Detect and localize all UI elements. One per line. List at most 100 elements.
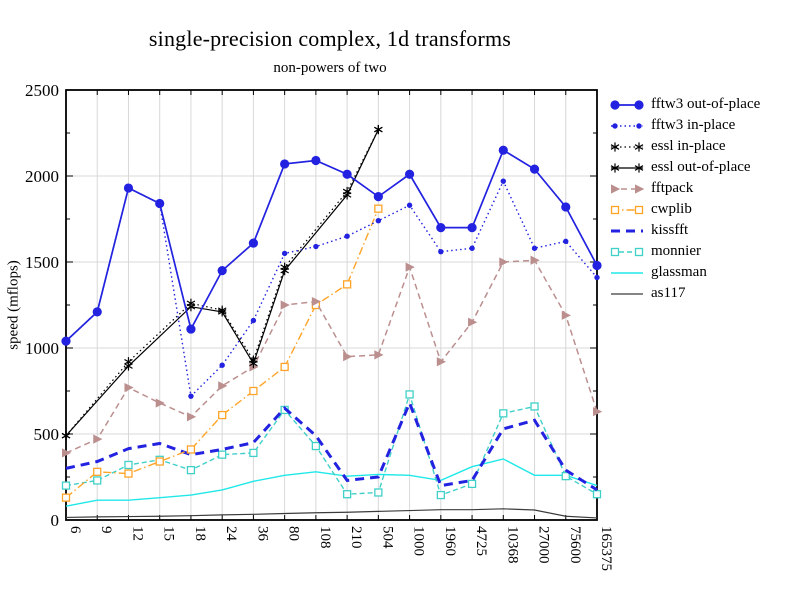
marker-circle	[469, 245, 475, 251]
marker-asterisk	[249, 357, 258, 363]
marker-triangle	[218, 381, 228, 391]
marker-circle	[636, 122, 642, 129]
series-line	[65, 148, 598, 342]
series-kissfft	[65, 399, 598, 492]
marker-circle	[594, 274, 600, 281]
y-tick-label: 1000	[25, 339, 59, 358]
x-tick-label: 6	[67, 526, 83, 534]
marker-triangle	[530, 255, 540, 265]
legend-swatch-fftw3-out-of-place	[610, 99, 644, 110]
marker-triangle	[374, 350, 384, 360]
marker-square	[561, 471, 570, 481]
marker-square	[634, 205, 644, 214]
marker-circle	[280, 159, 290, 169]
series-line	[65, 179, 598, 398]
marker-triangle	[343, 352, 353, 362]
series-glassman	[65, 458, 598, 507]
marker-asterisk	[342, 188, 352, 195]
marker-square	[186, 445, 196, 454]
series-cwplib	[61, 204, 383, 502]
x-tick-label: 108	[317, 526, 333, 549]
legend-item-as117: as117	[610, 283, 760, 304]
y-tick-label: 2500	[25, 81, 59, 100]
marker-circle	[281, 250, 288, 257]
y-tick-label: 500	[34, 425, 60, 444]
legend-item-fftw3-out-of-place: fftw3 out-of-place	[610, 94, 760, 115]
marker-circle	[612, 122, 618, 129]
marker-square	[530, 402, 539, 411]
x-tick-label: 75600	[567, 526, 583, 564]
marker-square	[61, 493, 71, 502]
series-line	[65, 208, 379, 499]
legend-item-monnier: monnier	[610, 241, 760, 262]
marker-triangle	[124, 382, 134, 393]
marker-square	[342, 490, 352, 499]
marker-triangle	[186, 412, 197, 422]
legend-swatch-kissfft	[611, 229, 643, 232]
y-tick-label: 2000	[25, 167, 59, 186]
marker-square	[218, 410, 227, 420]
marker-circle	[248, 238, 259, 248]
marker-square	[61, 481, 71, 490]
marker-asterisk	[610, 143, 620, 150]
marker-square	[467, 479, 477, 489]
marker-circle	[500, 178, 506, 184]
legend-label-fftpack: fftpack	[651, 180, 694, 196]
marker-asterisk	[217, 307, 227, 313]
x-tick-label: 9	[98, 526, 114, 534]
marker-triangle	[155, 398, 165, 408]
marker-circle	[592, 260, 602, 271]
series-line	[65, 399, 598, 492]
series-essl-in-place	[61, 124, 383, 441]
marker-circle	[404, 169, 415, 179]
legend-swatch-essl-out-of-place	[610, 162, 644, 173]
x-tick-label: 1000	[411, 526, 427, 556]
x-tick-label: 15	[161, 526, 177, 541]
chart-subtitle: non-powers of two	[273, 60, 387, 76]
marker-square	[124, 460, 133, 470]
series-line	[65, 392, 598, 496]
marker-square	[499, 409, 508, 418]
legend-swatch-glassman	[611, 271, 643, 274]
marker-circle	[311, 155, 321, 166]
legend: fftw3 out-of-place fftw3 in-place essl in-…	[610, 94, 760, 304]
legend-label-cwplib: cwplib	[651, 201, 692, 217]
legend-item-fftw3-in-place: fftw3 in-place	[610, 115, 760, 136]
y-tick-label: 0	[51, 511, 60, 530]
x-tick-label: 10368	[504, 526, 520, 564]
marker-triangle	[561, 310, 571, 320]
marker-circle	[467, 223, 477, 233]
series-fftw3-out-of-place	[61, 145, 602, 346]
marker-circle	[610, 99, 620, 110]
marker-asterisk	[610, 164, 620, 171]
legend-swatch-fftpack	[611, 183, 644, 194]
marker-circle	[563, 238, 569, 245]
marker-asterisk	[186, 300, 196, 307]
marker-circle	[342, 169, 352, 179]
marker-circle	[92, 307, 102, 317]
marker-circle	[373, 192, 383, 202]
marker-circle	[217, 266, 227, 276]
marker-circle	[634, 99, 644, 110]
marker-triangle	[405, 262, 415, 272]
marker-square	[610, 205, 620, 214]
x-tick-label: 165375	[598, 526, 614, 571]
marker-triangle	[468, 317, 478, 327]
marker-square	[634, 247, 644, 256]
series-line	[65, 259, 598, 454]
marker-square	[436, 490, 445, 500]
marker-circle	[186, 324, 196, 334]
x-tick-label: 80	[286, 526, 302, 541]
marker-triangle	[593, 407, 603, 417]
legend-item-cwplib: cwplib	[610, 199, 760, 220]
marker-asterisk	[61, 432, 71, 439]
legend-item-kissfft: kissfft	[610, 220, 760, 241]
x-tick-label: 27000	[536, 526, 552, 564]
marker-square	[342, 280, 352, 289]
marker-asterisk	[374, 126, 383, 133]
marker-circle	[61, 336, 71, 346]
marker-square	[186, 465, 196, 475]
series-line	[65, 508, 598, 519]
